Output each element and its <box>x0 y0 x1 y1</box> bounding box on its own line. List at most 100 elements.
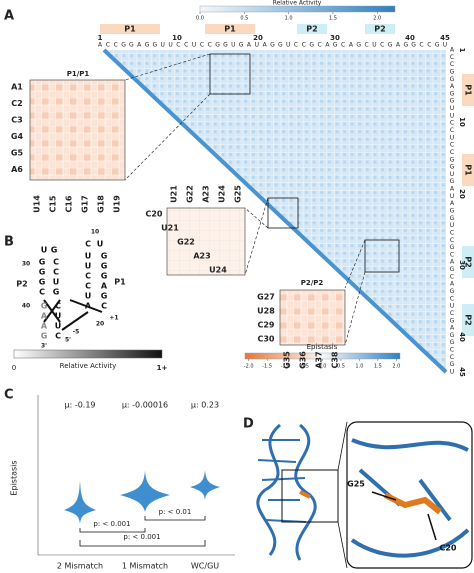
row-label: C3 <box>11 116 22 125</box>
sequence-letter: C <box>176 42 180 49</box>
sequence-letter: C <box>200 42 204 49</box>
nucleotide: G <box>51 246 58 255</box>
row-label: G22 <box>177 238 195 247</box>
violin <box>64 480 96 524</box>
sequence-letter: C <box>317 42 321 49</box>
sequence-letter: U <box>168 42 172 49</box>
helix-label: P2 <box>306 25 317 34</box>
sequence-letter: A <box>450 281 455 288</box>
sequence-letter: A <box>396 42 401 49</box>
inset-heatmap <box>279 289 346 346</box>
sequence-letter: G <box>450 68 455 75</box>
sequence-letter: G <box>356 42 361 49</box>
nucleotide: G <box>39 268 46 277</box>
nucleotide: G <box>41 302 48 311</box>
row-label: G27 <box>257 293 275 302</box>
column-label: C15 <box>49 195 58 212</box>
sequence-letter: C <box>450 310 454 317</box>
sequence-letter: U <box>286 42 290 49</box>
nucleotide: C <box>53 258 59 267</box>
position-tick: 45 <box>458 367 466 377</box>
nucleotide: G <box>39 278 46 287</box>
nucleotide: C <box>85 282 91 291</box>
sequence-letter: U <box>192 42 196 49</box>
zoom-box <box>364 239 400 273</box>
nucleotide: C <box>85 272 91 281</box>
helix-label: P1 <box>124 25 136 34</box>
sequence-letter: A <box>450 186 455 193</box>
sequence-letter: A <box>450 259 455 266</box>
position-tick: 1 <box>458 48 466 53</box>
sequence-letter: C <box>450 347 454 354</box>
position-tick: 40 <box>458 332 466 342</box>
zoom-box <box>267 197 299 229</box>
panel-a <box>29 5 448 374</box>
panel-label: B <box>4 235 14 250</box>
sequence-letter: G <box>450 361 455 368</box>
position-label: 20 <box>96 321 104 328</box>
sequence-letter: G <box>450 244 455 251</box>
nucleotide: G <box>39 258 46 267</box>
sequence-letter: U <box>450 105 454 112</box>
colorbar-tick-label: -2.0 <box>244 364 254 370</box>
sequence-letter: C <box>341 42 345 49</box>
mean-label: μ: -0.00016 <box>122 401 168 410</box>
x-tick-label: 1 Mismatch <box>122 562 168 571</box>
sequence-letter: G <box>403 42 408 49</box>
column-label: C16 <box>65 195 74 212</box>
position-tick: 10 <box>458 117 466 127</box>
sequence-letter: A <box>450 83 455 90</box>
colorbar-tick-label: 2.0 <box>392 364 400 370</box>
nucleotide: A <box>101 282 108 291</box>
helix-label: P2 <box>16 280 27 289</box>
colorbar-tick-label: -1.0 <box>281 364 291 370</box>
nucleotide: G <box>101 272 108 281</box>
sequence-letter: U <box>255 42 259 49</box>
violin <box>120 470 170 512</box>
row-label: G5 <box>11 149 24 158</box>
nucleotide: A <box>85 302 92 311</box>
nucleotide: C <box>55 332 61 341</box>
helix-band <box>297 24 327 34</box>
helix-label: P2 <box>464 314 473 325</box>
nucleotide: C <box>85 240 91 249</box>
inset-heatmap <box>166 207 246 276</box>
sequence-letter: A <box>263 42 268 49</box>
sequence-letter: G <box>450 156 455 163</box>
helix-label: P1 <box>464 84 473 96</box>
nucleotide: C <box>55 302 61 311</box>
column-label: G25 <box>234 185 243 203</box>
sequence-letter: G <box>450 288 455 295</box>
sequence-letter: A <box>137 42 142 49</box>
nucleotide: U <box>85 252 92 261</box>
helix-band <box>100 24 160 34</box>
diagonal <box>102 48 448 374</box>
sequence-letter: C <box>450 295 454 302</box>
sequence-letter: G <box>450 76 455 83</box>
nucleotide: G <box>101 292 108 301</box>
sequence-letter: C <box>450 149 454 156</box>
sequence-letter: C <box>364 42 368 49</box>
colorbar-tick-label: 0.0 <box>319 364 327 370</box>
colorbar-tick-label: 2.0 <box>373 16 381 22</box>
sequence-letter: G <box>450 266 455 273</box>
inset-heatmap <box>29 79 126 181</box>
nucleotide: G <box>41 332 48 341</box>
helix-label: P1 <box>464 164 473 176</box>
sequence-letter: C <box>380 42 384 49</box>
position-tick: 30 <box>458 260 466 270</box>
colorbar-title: Epistasis <box>307 343 338 351</box>
sequence-letter: C <box>450 61 454 68</box>
sequence-letter: G <box>450 164 455 171</box>
sequence-letter: U <box>450 369 454 376</box>
x-tick-label: WC/GU <box>191 562 219 571</box>
sequence-letter: U <box>450 112 454 119</box>
x-tick-label: 2 Mismatch <box>57 562 103 571</box>
sequence-letter: U <box>443 42 447 49</box>
row-label: U28 <box>257 307 275 316</box>
sequence-letter: G <box>411 42 416 49</box>
p-value: p: < 0.001 <box>123 533 160 541</box>
sequence-letter: C <box>450 142 454 149</box>
colorbar-tick-label: 0.5 <box>240 16 248 22</box>
position-label: 30 <box>22 261 30 268</box>
